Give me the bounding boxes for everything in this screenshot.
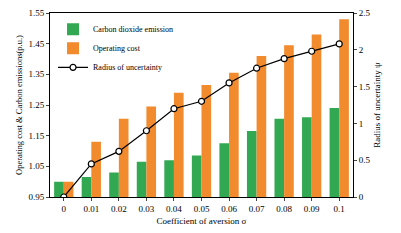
- svg-text:0: 0: [359, 192, 364, 202]
- svg-text:0.1: 0.1: [334, 204, 345, 214]
- svg-text:0.07: 0.07: [249, 204, 265, 214]
- svg-text:0.95: 0.95: [28, 192, 44, 202]
- svg-text:1.5: 1.5: [359, 82, 371, 92]
- svg-text:1.15: 1.15: [28, 131, 44, 141]
- svg-text:1: 1: [359, 119, 364, 129]
- svg-text:1.35: 1.35: [28, 69, 44, 79]
- svg-text:0.05: 0.05: [194, 204, 210, 214]
- svg-text:Radius of uncertainty ψ: Radius of uncertainty ψ: [372, 62, 382, 148]
- svg-text:2: 2: [359, 45, 364, 55]
- svg-text:0.08: 0.08: [276, 204, 292, 214]
- svg-text:1.45: 1.45: [28, 39, 44, 49]
- svg-text:Operating cost: Operating cost: [93, 44, 141, 53]
- svg-text:0.09: 0.09: [304, 204, 320, 214]
- svg-text:Operating cost & Carbon emissi: Operating cost & Carbon emissions(p.u.): [14, 35, 24, 175]
- svg-text:Radius of uncertainty: Radius of uncertainty: [93, 63, 162, 72]
- svg-text:0.03: 0.03: [139, 204, 155, 214]
- svg-text:1.55: 1.55: [28, 8, 44, 18]
- svg-text:Carbon dioxide emission: Carbon dioxide emission: [93, 25, 173, 34]
- svg-text:0.04: 0.04: [166, 204, 182, 214]
- svg-text:1.25: 1.25: [28, 100, 44, 110]
- svg-text:0: 0: [62, 204, 67, 214]
- svg-text:0.5: 0.5: [359, 155, 371, 165]
- svg-text:0.01: 0.01: [83, 204, 99, 214]
- svg-text:Coefficient of aversion σ: Coefficient of aversion σ: [157, 216, 247, 226]
- svg-text:0.06: 0.06: [221, 204, 237, 214]
- svg-text:2.5: 2.5: [359, 8, 371, 18]
- svg-text:0.02: 0.02: [111, 204, 127, 214]
- svg-text:1.05: 1.05: [28, 161, 44, 171]
